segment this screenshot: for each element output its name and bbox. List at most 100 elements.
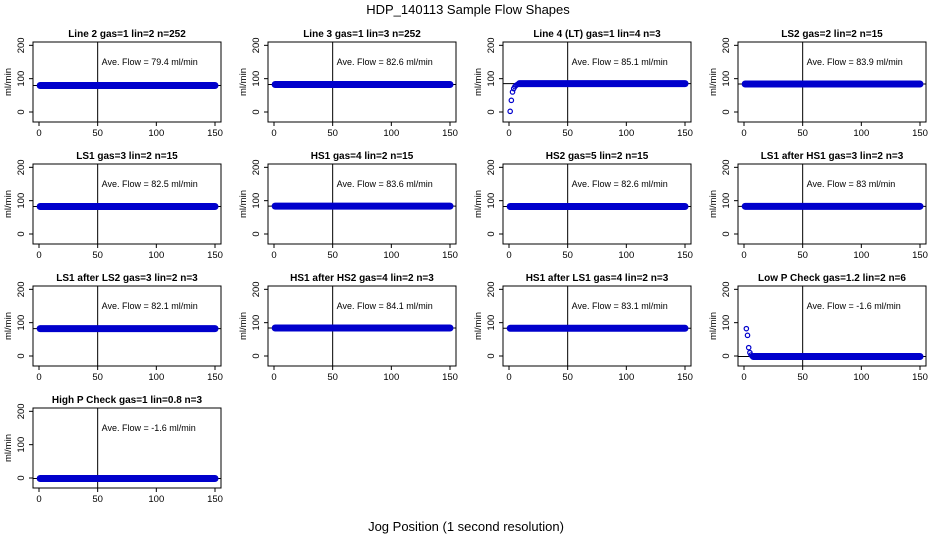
panel-9-title: LS1 after LS2 gas=3 lin=2 n=3 <box>56 273 198 284</box>
panel-11: HS1 after LS1 gas=4 lin=2 n=3 ml/min 0 100 2… <box>473 273 693 383</box>
panel-8-xtick-label-1: 50 <box>797 250 808 261</box>
panel-11-xtick-label-2: 100 <box>618 372 634 383</box>
panel-7-ytick-label-0: 0 <box>486 231 497 236</box>
panel-3-ytick-label-0: 0 <box>486 109 497 114</box>
panel-5-ytick-label-0: 0 <box>16 231 27 236</box>
panel-10-ytick-label-1: 100 <box>251 315 262 331</box>
panel-3-xtick-label-3: 150 <box>677 128 693 139</box>
panel-9-xtick-label-3: 150 <box>207 372 223 383</box>
panel-3-xtick-label-0: 0 <box>506 128 511 139</box>
panel-4-ylabel: ml/min <box>708 68 719 96</box>
panel-2-frame <box>267 41 457 123</box>
panel-13-xtick-label-1: 50 <box>92 494 103 505</box>
panel-10-xtick-label-2: 100 <box>383 372 399 383</box>
panel-11-xtick-label-3: 150 <box>677 372 693 383</box>
panel-5-title: LS1 gas=3 lin=2 n=15 <box>76 151 178 162</box>
panel-12-xtick-label-3: 150 <box>912 372 928 383</box>
panel-10-frame <box>267 285 457 367</box>
panel-5: LS1 gas=3 lin=2 n=15 ml/min 0 100 200 0 50 100 1… <box>3 151 223 261</box>
panel-12: Low P Check gas=1.2 lin=2 n=6 ml/min 0 100 2… <box>708 273 928 383</box>
panel-3-frame <box>502 41 692 123</box>
panel-3-point-1 <box>508 97 515 104</box>
panel-12-xtick-label-0: 0 <box>741 372 746 383</box>
panel-3-ylabel: ml/min <box>473 68 484 96</box>
panel-4-xtick-label-2: 100 <box>853 128 869 139</box>
panel-11-title: HS1 after LS1 gas=4 lin=2 n=3 <box>526 273 669 284</box>
panel-8-xtick-label-0: 0 <box>741 250 746 261</box>
panel-2-ytick-label-0: 0 <box>251 109 262 114</box>
panel-3-point-2 <box>509 89 516 95</box>
panel-4-ytick-label-2: 200 <box>721 37 732 53</box>
panel-1-xtick-label-0: 0 <box>36 128 41 139</box>
panel-6-xtick-label-2: 100 <box>383 250 399 261</box>
panel-8-ytick-label-0: 0 <box>721 231 732 236</box>
panel-9-frame <box>32 285 222 367</box>
panel-11-xtick-label-0: 0 <box>506 372 511 383</box>
panel-10-ytick-label-2: 200 <box>251 281 262 297</box>
panel-3-title: Line 4 (LT) gas=1 lin=4 n=3 <box>533 29 661 40</box>
panel-3-point-7 <box>515 81 522 87</box>
panel-8-ylabel: ml/min <box>708 190 719 218</box>
panel-13-ytick-label-0: 0 <box>16 475 27 480</box>
panel-9-annotation: Ave. Flow = 82.1 ml/min <box>102 301 198 311</box>
panel-2-ylabel: ml/min <box>238 68 249 96</box>
panel-9-ytick-label-0: 0 <box>16 353 27 358</box>
panel-9-xtick-label-0: 0 <box>36 372 41 383</box>
panel-7-ytick-label-1: 100 <box>486 193 497 209</box>
panel-2-xtick-label-3: 150 <box>442 128 458 139</box>
panel-4-annotation: Ave. Flow = 83.9 ml/min <box>807 57 903 67</box>
panel-12-point-0 <box>743 325 750 332</box>
panel-12-frame <box>737 285 927 367</box>
panel-10-annotation: Ave. Flow = 84.1 ml/min <box>337 301 433 311</box>
panel-8-annotation: Ave. Flow = 83 ml/min <box>807 179 896 189</box>
panel-11-xtick-label-1: 50 <box>562 372 573 383</box>
panel-5-annotation: Ave. Flow = 82.5 ml/min <box>102 179 198 189</box>
panel-3: Line 4 (LT) gas=1 lin=4 n=3 ml/min 0 100 200… <box>473 29 693 139</box>
panel-5-xtick-label-1: 50 <box>92 250 103 261</box>
panel-3-annotation: Ave. Flow = 85.1 ml/min <box>572 57 668 67</box>
panel-13-ylabel: ml/min <box>3 434 14 462</box>
panel-11-ytick-label-0: 0 <box>486 353 497 358</box>
panel-2-xtick-label-0: 0 <box>271 128 276 139</box>
panel-2-annotation: Ave. Flow = 82.6 ml/min <box>337 57 433 67</box>
panel-12-point-4 <box>748 352 754 358</box>
panel-6-annotation: Ave. Flow = 83.6 ml/min <box>337 179 433 189</box>
panel-12-xtick-label-2: 100 <box>853 372 869 383</box>
panel-5-ytick-label-2: 200 <box>16 159 27 175</box>
panel-4: LS2 gas=2 lin=2 n=15 ml/min 0 100 200 0 50 100 1… <box>708 29 928 139</box>
panel-2-title: Line 3 gas=1 lin=3 n=252 <box>303 29 421 40</box>
panel-12-ylabel: ml/min <box>708 312 719 340</box>
panel-8-title: LS1 after HS1 gas=3 lin=2 n=3 <box>761 151 904 162</box>
panel-6-xtick-label-1: 50 <box>327 250 338 261</box>
panel-4-xtick-label-0: 0 <box>741 128 746 139</box>
panel-3-ytick-label-2: 200 <box>486 37 497 53</box>
panel-5-ylabel: ml/min <box>3 190 14 218</box>
panel-1-ytick-label-2: 200 <box>16 37 27 53</box>
panel-8-xtick-label-2: 100 <box>853 250 869 261</box>
panel-5-ytick-label-1: 100 <box>16 193 27 209</box>
panel-1-xtick-label-1: 50 <box>92 128 103 139</box>
panel-12-point-1 <box>744 332 751 339</box>
panel-3-xtick-label-2: 100 <box>618 128 634 139</box>
panel-7-title: HS2 gas=5 lin=2 n=15 <box>546 151 649 162</box>
panel-12-ytick-label-2: 200 <box>721 281 732 297</box>
panel-4-title: LS2 gas=2 lin=2 n=15 <box>781 29 883 40</box>
panel-13-ytick-label-2: 200 <box>16 403 27 419</box>
panel-4-ytick-label-1: 100 <box>721 71 732 87</box>
panel-12-point-2 <box>745 344 752 351</box>
panel-12-ytick-label-0: 0 <box>721 353 732 358</box>
panel-1-ytick-label-0: 0 <box>16 109 27 114</box>
panel-4-xtick-label-1: 50 <box>797 128 808 139</box>
panel-13-xtick-label-0: 0 <box>36 494 41 505</box>
panel-10-xtick-label-0: 0 <box>271 372 276 383</box>
panel-13-frame <box>32 407 222 489</box>
panel-6-ytick-label-1: 100 <box>251 193 262 209</box>
panel-2: Line 3 gas=1 lin=3 n=252 ml/min 0 100 200 0 50… <box>238 29 458 139</box>
panel-10-title: HS1 after HS2 gas=4 lin=2 n=3 <box>290 273 434 284</box>
panel-3-point-0 <box>507 108 513 115</box>
panel-9-xtick-label-1: 50 <box>92 372 103 383</box>
panel-10-ytick-label-0: 0 <box>251 353 262 358</box>
panel-7-xtick-label-1: 50 <box>562 250 573 261</box>
panel-2-xtick-label-2: 100 <box>383 128 399 139</box>
panel-9-xtick-label-2: 100 <box>148 372 164 383</box>
